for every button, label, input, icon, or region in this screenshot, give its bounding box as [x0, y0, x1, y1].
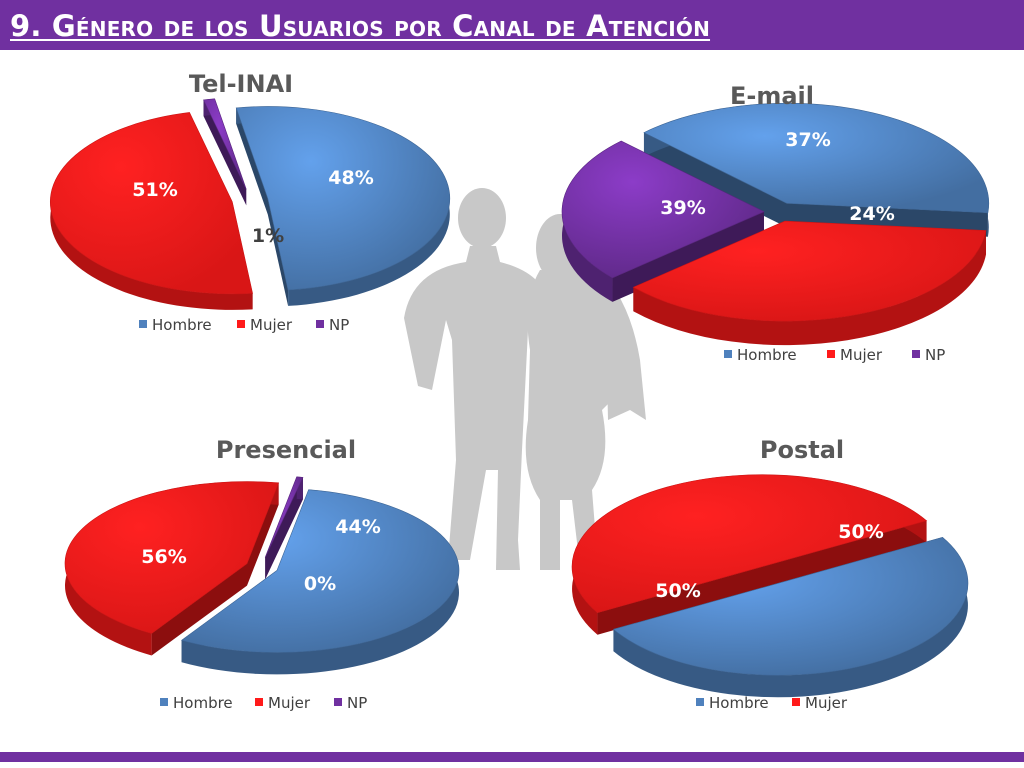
legend-label-np: NP — [347, 694, 367, 712]
legend-swatch-hombre — [139, 320, 147, 328]
data-label-np: 1% — [252, 225, 284, 247]
footer-bar — [0, 752, 1024, 762]
chart-title-tel-inai: Tel-INAI — [189, 70, 293, 98]
data-label-mujer: 44% — [335, 516, 380, 538]
legend-label-np: NP — [329, 316, 349, 334]
pie-slice-mujer — [64, 481, 280, 656]
legend-presencial: Hombre Mujer NP — [160, 694, 367, 712]
legend-label-np: NP — [925, 346, 945, 364]
legend-label-mujer: Mujer — [268, 694, 311, 712]
chart-title-email: E-mail — [730, 82, 814, 110]
chart-presencial: Presencial 56% 44% 0% Hombre Mujer NP — [64, 436, 460, 712]
data-label-mujer: 50% — [838, 521, 883, 543]
legend-swatch-np — [912, 350, 920, 358]
pie-slice-mujer — [571, 474, 928, 635]
pie-slice-hombre — [235, 106, 451, 306]
legend-label-hombre: Hombre — [737, 346, 797, 364]
legend-label-hombre: Hombre — [152, 316, 212, 334]
pie-slice-mujer — [632, 220, 987, 346]
legend-swatch-hombre — [160, 698, 168, 706]
legend-label-hombre: Hombre — [709, 694, 769, 712]
legend-swatch-hombre — [696, 698, 704, 706]
legend-swatch-np — [334, 698, 342, 706]
data-label-hombre: 51% — [132, 179, 177, 201]
pie-slice-np — [203, 98, 247, 206]
pie-slice-hombre — [612, 536, 969, 698]
pie-slice-np — [561, 140, 765, 302]
pie-slice-np — [264, 476, 304, 580]
chart-tel-inai: Tel-INAI 51% 48% 1% Hombre Mujer NP — [50, 70, 451, 334]
header-bar: 9. Género de los Usuarios por Canal de A… — [0, 0, 1024, 50]
data-label-np: 0% — [304, 573, 336, 595]
legend-label-mujer: Mujer — [805, 694, 848, 712]
chart-title-presencial: Presencial — [216, 436, 356, 464]
data-label-mujer: 48% — [328, 167, 373, 189]
legend-swatch-mujer — [792, 698, 800, 706]
legend-swatch-mujer — [827, 350, 835, 358]
legend-label-hombre: Hombre — [173, 694, 233, 712]
pie-slice-hombre — [180, 489, 460, 675]
data-label-hombre: 50% — [655, 580, 700, 602]
data-label-mujer: 37% — [785, 129, 830, 151]
chart-postal: Postal 50% 50% Hombre Mujer — [571, 436, 969, 712]
legend-postal: Hombre Mujer — [696, 694, 848, 712]
data-label-hombre: 56% — [141, 546, 186, 568]
legend-swatch-hombre — [724, 350, 732, 358]
data-label-hombre: 39% — [660, 197, 705, 219]
legend-swatch-mujer — [237, 320, 245, 328]
legend-tel-inai: Hombre Mujer NP — [139, 316, 349, 334]
pie-slice-hombre — [643, 103, 990, 237]
chart-email: 39% 37% 24% E-mail Hombre Mujer NP — [561, 82, 990, 364]
data-label-np: 24% — [849, 203, 894, 225]
legend-label-mujer: Mujer — [840, 346, 883, 364]
legend-swatch-np — [316, 320, 324, 328]
page-title: 9. Género de los Usuarios por Canal de A… — [10, 9, 711, 43]
chart-title-postal: Postal — [760, 436, 844, 464]
pie-slice-mujer — [50, 112, 253, 310]
legend-label-mujer: Mujer — [250, 316, 293, 334]
legend-email: Hombre Mujer NP — [724, 346, 945, 364]
legend-swatch-mujer — [255, 698, 263, 706]
